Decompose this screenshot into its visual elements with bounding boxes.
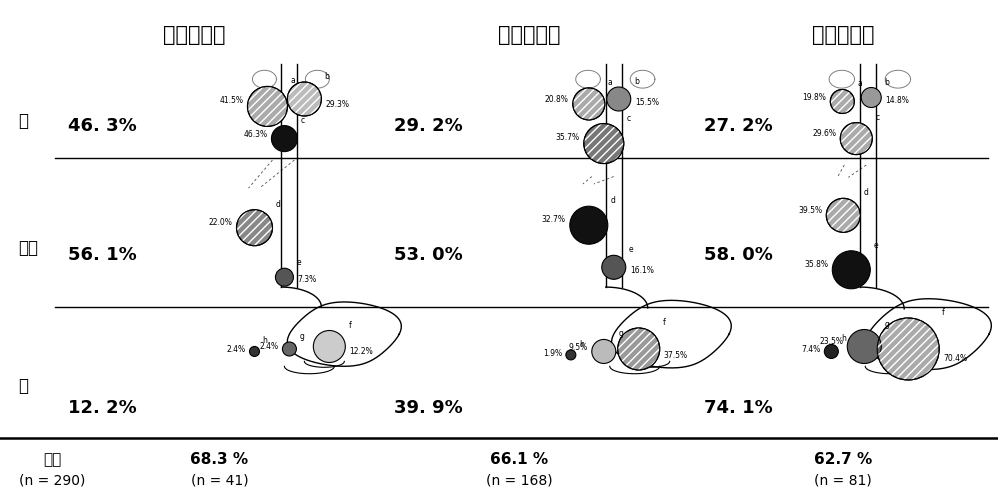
Text: 66.1 %: 66.1 % [490,452,548,467]
Ellipse shape [250,346,259,356]
Text: d: d [611,196,616,205]
Text: a: a [857,80,862,89]
Ellipse shape [287,82,321,116]
Ellipse shape [618,328,660,370]
Text: 53. 0%: 53. 0% [394,246,463,264]
Text: h: h [579,340,584,349]
Ellipse shape [248,87,287,126]
Text: 12.2%: 12.2% [349,347,373,356]
Text: a: a [290,76,295,86]
Text: d: d [275,199,280,209]
Text: c: c [875,112,879,122]
Text: 35.8%: 35.8% [804,259,828,269]
Text: 39.5%: 39.5% [798,206,822,215]
Ellipse shape [584,124,624,163]
Ellipse shape [592,340,616,363]
Text: 2.4%: 2.4% [227,346,246,354]
Ellipse shape [877,318,939,380]
Ellipse shape [573,88,605,120]
Text: 15.5%: 15.5% [635,98,659,107]
Text: b: b [324,72,329,81]
Text: 74. 1%: 74. 1% [704,399,772,417]
Text: g: g [619,330,624,339]
Text: 29.6%: 29.6% [812,129,836,138]
Ellipse shape [607,87,631,111]
Text: 腹: 腹 [18,377,28,395]
Text: 23.5%: 23.5% [819,337,843,346]
Text: 2.4%: 2.4% [259,343,278,351]
Ellipse shape [826,198,860,232]
Text: h: h [841,335,846,344]
Text: 29.3%: 29.3% [325,99,349,108]
Text: f: f [942,308,945,317]
Ellipse shape [313,331,345,362]
Text: e: e [629,246,634,254]
Ellipse shape [602,255,626,279]
Ellipse shape [830,90,854,113]
Ellipse shape [282,342,296,356]
Ellipse shape [840,123,872,154]
Text: f: f [348,320,351,330]
Text: 62.7 %: 62.7 % [814,452,872,467]
Text: 41.5%: 41.5% [220,96,244,105]
Ellipse shape [566,350,576,360]
Text: 56. 1%: 56. 1% [68,246,137,264]
Ellipse shape [861,88,881,107]
Text: 16.1%: 16.1% [630,266,654,275]
Text: 上段食管癌: 上段食管癌 [164,25,226,45]
Text: e: e [873,241,878,250]
Ellipse shape [824,345,838,358]
Text: 68.3 %: 68.3 % [191,452,249,467]
Text: (n = 168): (n = 168) [486,473,552,487]
Text: 19.8%: 19.8% [802,94,826,102]
Text: 7.4%: 7.4% [801,345,820,354]
Text: 46.3%: 46.3% [244,130,267,139]
Text: 12. 2%: 12. 2% [68,399,137,417]
Text: 46. 3%: 46. 3% [68,117,137,135]
Text: 35.7%: 35.7% [556,133,580,142]
Text: 纵隔: 纵隔 [18,239,38,256]
Text: 1.9%: 1.9% [543,349,562,358]
Text: 7.3%: 7.3% [297,275,316,285]
Text: f: f [663,318,666,327]
Ellipse shape [570,206,608,244]
Text: e: e [296,258,301,267]
Text: (n = 290): (n = 290) [19,473,85,487]
Text: b: b [884,78,889,87]
Text: a: a [608,78,613,87]
Text: 32.7%: 32.7% [542,215,566,224]
Text: 颈: 颈 [18,112,28,130]
Ellipse shape [237,210,272,246]
Text: 39. 9%: 39. 9% [394,399,463,417]
Text: b: b [634,77,639,86]
Ellipse shape [847,330,881,363]
Text: 14.8%: 14.8% [885,96,909,105]
Text: (n = 81): (n = 81) [814,473,872,487]
Text: 下段食管癌: 下段食管癌 [812,25,874,45]
Text: 中段食管癌: 中段食管癌 [498,25,560,45]
Text: 22.0%: 22.0% [209,218,233,227]
Text: 37.5%: 37.5% [664,351,688,360]
Ellipse shape [832,251,870,289]
Text: 29. 2%: 29. 2% [394,117,463,135]
Text: 20.8%: 20.8% [545,95,569,103]
Text: 70.4%: 70.4% [943,354,967,363]
Text: d: d [863,188,868,198]
Text: 9.5%: 9.5% [569,344,588,352]
Text: 27. 2%: 27. 2% [704,117,772,135]
Text: c: c [627,113,631,123]
Text: 58. 0%: 58. 0% [704,246,772,264]
Text: h: h [262,337,267,346]
Text: g: g [299,332,304,341]
Text: c: c [300,116,304,125]
Text: (n = 41): (n = 41) [191,473,249,487]
Text: g: g [884,319,889,329]
Ellipse shape [271,126,297,151]
Text: 共计: 共计 [43,452,61,467]
Ellipse shape [275,268,293,286]
